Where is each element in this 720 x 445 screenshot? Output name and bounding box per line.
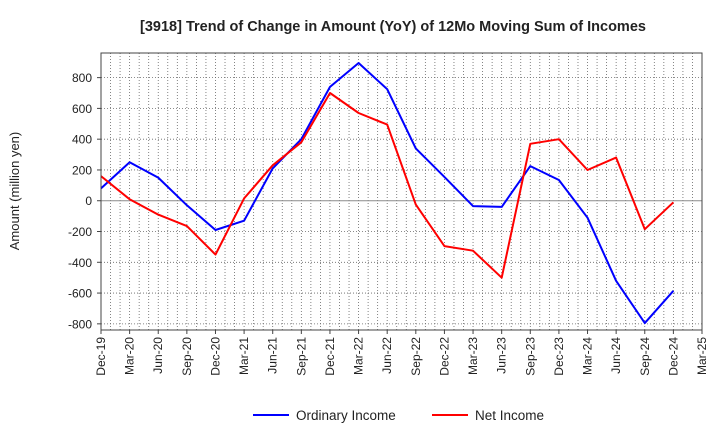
x-tick-label: Sep-21: [294, 337, 308, 376]
chart-title: [3918] Trend of Change in Amount (YoY) o…: [140, 19, 646, 35]
x-tick-label: Mar-20: [123, 337, 137, 375]
series-line-ordinary-income: [100, 62, 675, 325]
y-axis-label: Amount (million yen): [7, 132, 22, 251]
x-tick-label: Jun-20: [151, 337, 165, 374]
x-tick-label: Sep-20: [180, 337, 194, 376]
x-tick-label: Dec-24: [666, 337, 680, 376]
legend: Ordinary Income Net Income: [253, 408, 544, 423]
x-tick-label: Jun-24: [609, 337, 623, 374]
x-tick-label: Mar-21: [237, 337, 251, 375]
series-line-net-income: [100, 92, 675, 279]
y-tick-label: -400: [68, 256, 92, 270]
y-tick-label: -200: [68, 225, 92, 239]
x-tick-label: Dec-20: [208, 337, 222, 376]
y-tick-label: 200: [72, 163, 92, 177]
y-tick-label: -600: [68, 287, 92, 301]
x-tick-label: Sep-24: [638, 337, 652, 376]
y-tick-label: 0: [85, 194, 92, 208]
legend-label: Ordinary Income: [296, 408, 396, 423]
axes: -800 -600 -400 -200 0 200 400 600 800 Dec-19 Mar-2…: [68, 52, 709, 376]
x-tick-label: Dec-23: [552, 337, 566, 376]
y-tick-label: 400: [72, 133, 92, 147]
legend-label: Net Income: [475, 408, 544, 423]
y-tick-label: 800: [72, 71, 92, 85]
plot-frame: [100, 52, 703, 331]
x-tick-label: Dec-22: [437, 337, 451, 376]
x-tick-label: Sep-23: [523, 337, 537, 376]
x-tick-label: Mar-22: [352, 337, 366, 375]
x-tick-label: Jun-22: [380, 337, 394, 374]
x-tick-label: Sep-22: [409, 337, 423, 376]
x-tick-label: Mar-23: [466, 337, 480, 375]
y-tick-label: 600: [72, 102, 92, 116]
x-tick-label: Dec-21: [323, 337, 337, 376]
x-tick-label: Mar-25: [695, 337, 709, 375]
x-tick-label: Mar-24: [581, 337, 595, 375]
x-tick-label: Dec-19: [94, 337, 108, 376]
x-tick-label: Jun-23: [495, 337, 509, 374]
grid: [101, 53, 702, 330]
x-tick-label: Jun-21: [266, 337, 280, 374]
series-group: [100, 62, 675, 325]
y-tick-label: -800: [68, 317, 92, 331]
